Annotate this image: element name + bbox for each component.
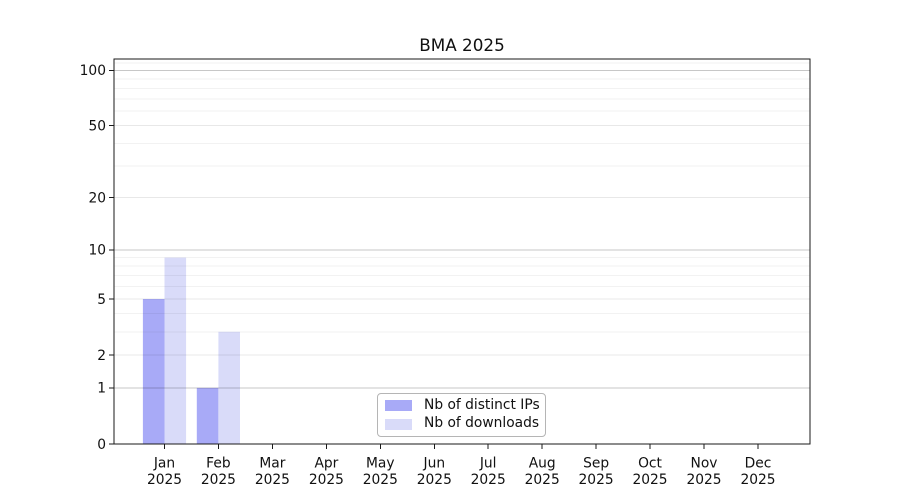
legend-item-downloads: Nb of downloads	[378, 416, 545, 433]
bar-feb-series1	[218, 331, 240, 444]
x-tick-label-year: 2025	[363, 472, 398, 488]
x-tick-label-month: Feb	[206, 456, 230, 472]
x-tick-label-year: 2025	[686, 472, 721, 488]
x-tick-label-month: Dec	[745, 456, 772, 472]
x-tick-label-year: 2025	[632, 472, 667, 488]
y-tick-label: 20	[88, 190, 106, 206]
x-tick-label-month: Jan	[153, 456, 175, 472]
y-tick-label: 50	[88, 119, 106, 135]
x-tick-label-month: Apr	[314, 456, 338, 472]
x-tick-label-month: May	[366, 456, 395, 472]
axes-frame	[113, 58, 811, 445]
legend-label-distinct-ips: Nb of distinct IPs	[424, 396, 540, 413]
y-tick-label: 2	[97, 348, 106, 364]
x-tick-label-month: Sep	[583, 456, 609, 472]
y-tick-label: 10	[88, 243, 106, 259]
legend-item-distinct-ips: Nb of distinct IPs	[378, 397, 545, 414]
x-tick-label-month: Aug	[529, 456, 556, 472]
x-tick-label-year: 2025	[309, 472, 344, 488]
x-tick-label-month: Jul	[479, 456, 497, 472]
bar-feb-series0	[196, 387, 219, 444]
y-tick-label: 5	[97, 292, 106, 308]
x-tick-label-year: 2025	[417, 472, 452, 488]
legend-swatch-distinct-ips	[385, 400, 412, 412]
chart-title: BMA 2025	[419, 35, 505, 55]
legend: Nb of distinct IPs Nb of downloads	[377, 393, 546, 437]
x-tick-label-year: 2025	[201, 472, 236, 488]
legend-swatch-downloads	[385, 418, 412, 430]
x-tick-label-month: Oct	[638, 456, 662, 472]
y-tick-label: 100	[80, 63, 106, 79]
x-tick-label-month: Jun	[423, 456, 446, 472]
x-tick-label-year: 2025	[525, 472, 560, 488]
x-tick-label-year: 2025	[740, 472, 775, 488]
gridlines	[114, 62, 810, 389]
x-tick-label-month: Nov	[691, 456, 718, 472]
x-axis: Jan2025Feb2025Mar2025Apr2025May2025Jun20…	[147, 444, 776, 488]
y-axis: 0 1 2 5 10 20 50 100	[80, 63, 114, 453]
x-tick-label-month: Mar	[259, 456, 285, 472]
y-tick-label: 1	[97, 381, 106, 397]
x-tick-label-year: 2025	[579, 472, 614, 488]
bars	[142, 257, 240, 444]
x-tick-label-year: 2025	[255, 472, 290, 488]
y-tick-label: 0	[97, 437, 106, 453]
x-tick-label-year: 2025	[471, 472, 506, 488]
bar-jan-series0	[142, 299, 165, 444]
legend-label-downloads: Nb of downloads	[424, 415, 540, 432]
bar-jan-series1	[164, 257, 187, 444]
x-tick-label-year: 2025	[147, 472, 182, 488]
